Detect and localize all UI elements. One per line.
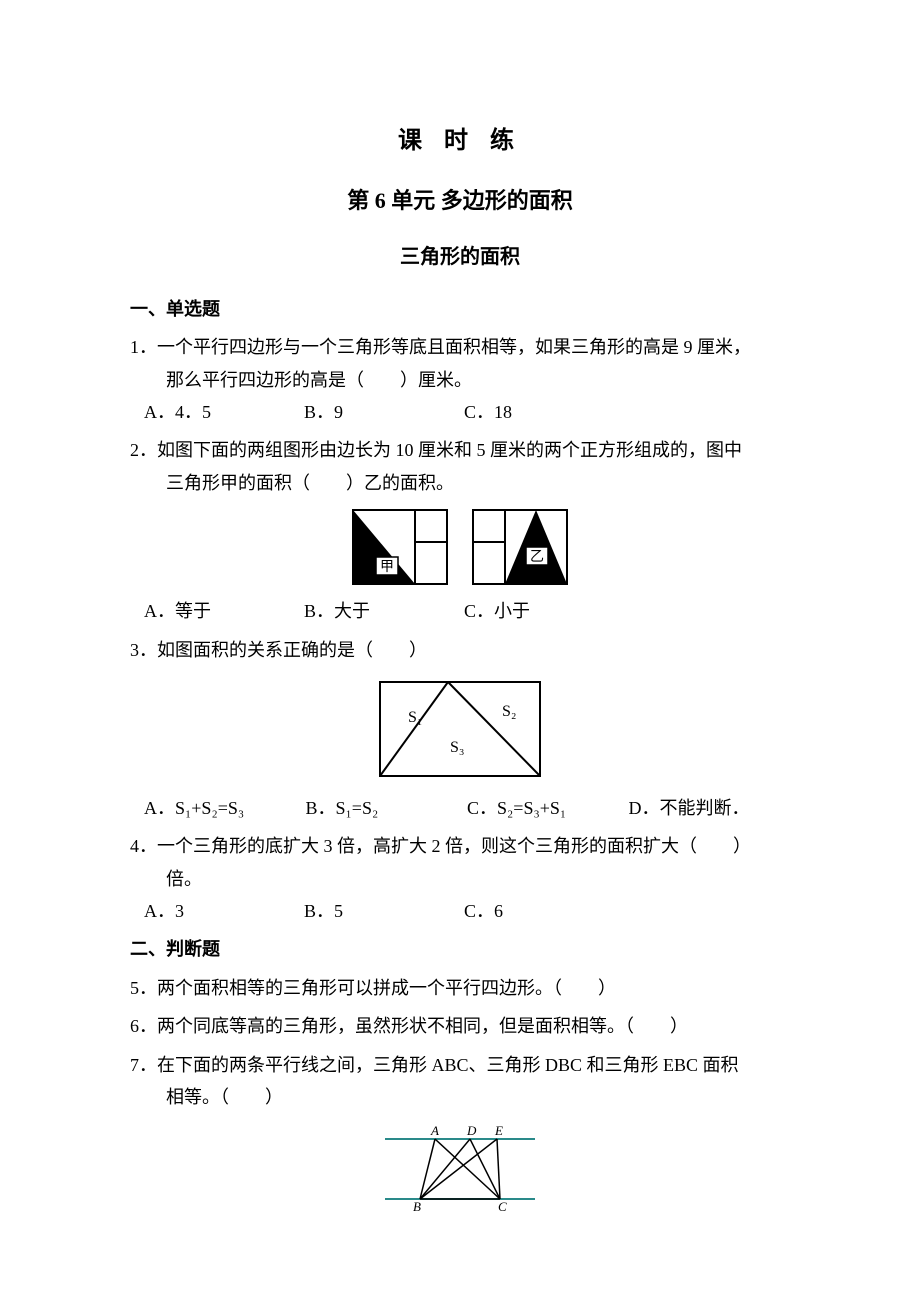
section-2-heading: 二、判断题 — [130, 933, 790, 965]
q2-line1: 2．如图下面的两组图形由边长为 10 厘米和 5 厘米的两个正方形组成的，图中 — [130, 434, 790, 466]
q3-optB: B．S₁=S₂ — [306, 792, 468, 824]
title-sub: 三角形的面积 — [130, 239, 790, 275]
q5-text: 5．两个面积相等的三角形可以拼成一个平行四边形。（ ） — [130, 972, 790, 1004]
svg-text:甲: 甲 — [380, 560, 394, 575]
question-2: 2．如图下面的两组图形由边长为 10 厘米和 5 厘米的两个正方形组成的，图中 … — [130, 434, 790, 627]
q1-optA: A．4．5 — [144, 396, 304, 428]
question-3: 3．如图面积的关系正确的是（ ） S₁ S₂ S₃ A．S₁+S₂=S₃ B．S… — [130, 634, 790, 825]
q4-optB: B．5 — [304, 895, 464, 927]
question-7: 7．在下面的两条平行线之间，三角形 ABC、三角形 DBC 和三角形 EBC 面… — [130, 1049, 790, 1212]
q3-line1: 3．如图面积的关系正确的是（ ） — [130, 634, 790, 666]
q3-figure: S₁ S₂ S₃ — [360, 674, 560, 784]
q4-line1: 4．一个三角形的底扩大 3 倍，高扩大 2 倍，则这个三角形的面积扩大（ ） — [130, 830, 790, 862]
q2-optB: B．大于 — [304, 595, 464, 627]
q2-options: A．等于 B．大于 C．小于 — [130, 595, 790, 627]
question-6: 6．两个同底等高的三角形，虽然形状不相同，但是面积相等。（ ） — [130, 1010, 790, 1042]
q4-options: A．3 B．5 C．6 — [130, 895, 790, 927]
q2-figure: 甲 乙 — [130, 507, 790, 587]
question-4: 4．一个三角形的底扩大 3 倍，高扩大 2 倍，则这个三角形的面积扩大（ ） 倍… — [130, 830, 790, 927]
section-1-heading: 一、单选题 — [130, 293, 790, 325]
q7-line2: 相等。（ ） — [130, 1081, 790, 1113]
q4-line2: 倍。 — [130, 863, 790, 895]
question-5: 5．两个面积相等的三角形可以拼成一个平行四边形。（ ） — [130, 972, 790, 1004]
question-1: 1．一个平行四边形与一个三角形等底且面积相等，如果三角形的高是 9 厘米， 那么… — [130, 331, 790, 428]
title-main: 课 时 练 — [130, 120, 790, 163]
svg-text:S₂: S₂ — [502, 703, 516, 720]
q2-optA: A．等于 — [144, 595, 304, 627]
q1-options: A．4．5 B．9 C．18 — [130, 396, 790, 428]
q1-optB: B．9 — [304, 396, 464, 428]
title-unit: 第 6 单元 多边形的面积 — [130, 181, 790, 221]
q3-optA: A．S₁+S₂=S₃ — [144, 792, 306, 824]
svg-text:C: C — [498, 1199, 507, 1211]
q7-figure: A D E B C — [375, 1121, 545, 1211]
q4-optC: C．6 — [464, 895, 624, 927]
q1-line1: 1．一个平行四边形与一个三角形等底且面积相等，如果三角形的高是 9 厘米， — [130, 331, 790, 363]
q6-text: 6．两个同底等高的三角形，虽然形状不相同，但是面积相等。（ ） — [130, 1010, 790, 1042]
q3-options: A．S₁+S₂=S₃ B．S₁=S₂ C．S₂=S₃+S₁ D．不能判断． — [130, 792, 790, 824]
svg-text:D: D — [466, 1123, 477, 1138]
q2-figure-yi: 乙 — [470, 507, 570, 587]
svg-text:乙: 乙 — [530, 549, 544, 565]
svg-text:E: E — [494, 1123, 503, 1138]
q3-optC: C．S₂=S₃+S₁ — [467, 792, 629, 824]
q7-figure-wrap: A D E B C — [130, 1121, 790, 1211]
q2-line2: 三角形甲的面积（ ）乙的面积。 — [130, 467, 790, 499]
q2-optC: C．小于 — [464, 595, 624, 627]
q3-figure-wrap: S₁ S₂ S₃ — [130, 674, 790, 784]
q1-line2: 那么平行四边形的高是（ ）厘米。 — [130, 364, 790, 396]
q1-optC: C．18 — [464, 396, 624, 428]
q2-figure-jia: 甲 — [350, 507, 450, 587]
svg-text:S₃: S₃ — [450, 739, 464, 756]
q7-line1: 7．在下面的两条平行线之间，三角形 ABC、三角形 DBC 和三角形 EBC 面… — [130, 1049, 790, 1081]
q3-optD: D．不能判断． — [629, 792, 791, 824]
svg-text:B: B — [413, 1199, 421, 1211]
svg-text:A: A — [430, 1123, 439, 1138]
q4-optA: A．3 — [144, 895, 304, 927]
svg-text:S₁: S₁ — [408, 709, 422, 726]
